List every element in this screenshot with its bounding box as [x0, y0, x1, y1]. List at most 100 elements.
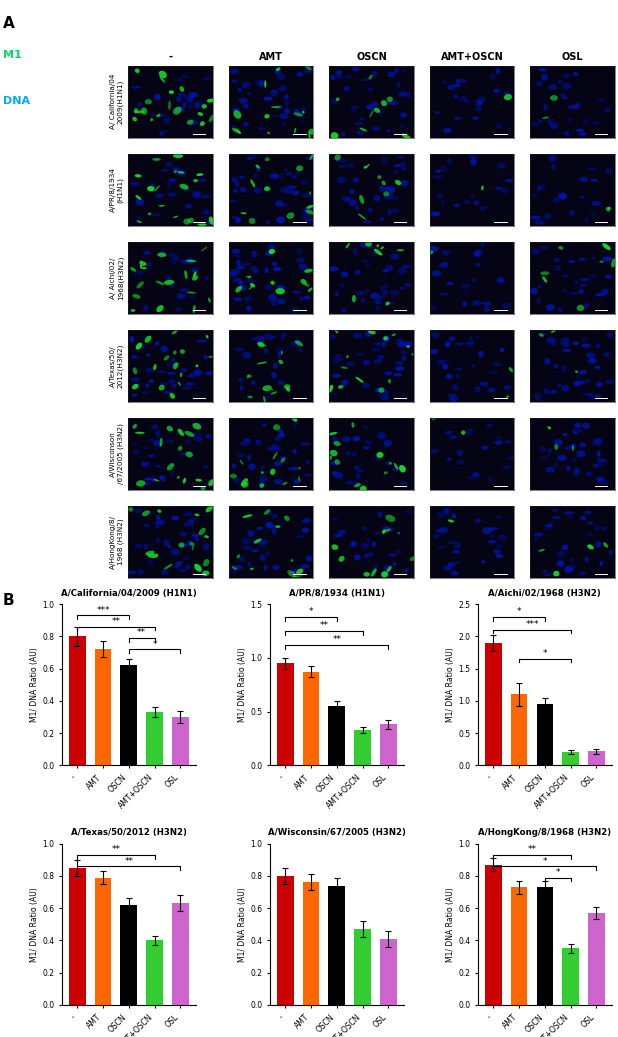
Ellipse shape [130, 181, 140, 187]
Ellipse shape [132, 423, 137, 428]
Ellipse shape [402, 134, 411, 139]
Ellipse shape [582, 338, 588, 341]
Ellipse shape [429, 251, 433, 254]
Ellipse shape [255, 440, 261, 445]
Ellipse shape [250, 179, 255, 188]
Ellipse shape [593, 464, 600, 468]
Ellipse shape [181, 93, 186, 99]
Ellipse shape [274, 436, 281, 442]
Ellipse shape [181, 260, 191, 263]
Ellipse shape [182, 75, 190, 79]
Ellipse shape [599, 561, 603, 566]
Ellipse shape [378, 355, 384, 360]
Ellipse shape [383, 336, 388, 340]
Ellipse shape [169, 178, 176, 183]
Ellipse shape [230, 474, 237, 478]
Ellipse shape [384, 528, 394, 531]
Ellipse shape [138, 569, 144, 576]
Ellipse shape [276, 347, 284, 353]
Ellipse shape [292, 175, 297, 178]
Ellipse shape [188, 104, 193, 109]
Ellipse shape [195, 513, 199, 516]
Ellipse shape [455, 342, 465, 345]
Ellipse shape [202, 570, 210, 576]
Ellipse shape [365, 289, 370, 292]
Ellipse shape [330, 450, 337, 456]
Ellipse shape [193, 179, 198, 183]
Ellipse shape [496, 437, 501, 440]
Ellipse shape [274, 479, 283, 484]
Ellipse shape [156, 514, 161, 521]
Text: B: B [3, 593, 15, 609]
Ellipse shape [368, 331, 376, 334]
Ellipse shape [356, 469, 364, 473]
Ellipse shape [384, 565, 392, 571]
Ellipse shape [279, 113, 289, 119]
Ellipse shape [363, 446, 370, 449]
Ellipse shape [551, 330, 556, 333]
Ellipse shape [375, 342, 382, 345]
Ellipse shape [355, 376, 364, 383]
Ellipse shape [596, 343, 600, 348]
Ellipse shape [462, 283, 471, 288]
Ellipse shape [300, 279, 307, 285]
Ellipse shape [486, 424, 493, 427]
Ellipse shape [332, 517, 339, 521]
Text: M1: M1 [3, 50, 22, 60]
Ellipse shape [232, 464, 236, 469]
Ellipse shape [546, 304, 554, 311]
Ellipse shape [185, 431, 195, 437]
Ellipse shape [568, 260, 575, 263]
Ellipse shape [290, 342, 300, 347]
Ellipse shape [378, 392, 386, 398]
Ellipse shape [135, 271, 143, 275]
Ellipse shape [488, 389, 496, 392]
Ellipse shape [242, 262, 250, 265]
Ellipse shape [187, 119, 193, 124]
Ellipse shape [277, 298, 286, 302]
Ellipse shape [203, 559, 210, 566]
Ellipse shape [410, 556, 416, 561]
Ellipse shape [145, 477, 152, 480]
Ellipse shape [394, 372, 402, 375]
Ellipse shape [564, 446, 572, 450]
Ellipse shape [252, 251, 257, 257]
Ellipse shape [336, 71, 342, 75]
Ellipse shape [542, 116, 549, 119]
Ellipse shape [504, 94, 512, 101]
Ellipse shape [137, 103, 143, 106]
Ellipse shape [606, 207, 610, 212]
Ellipse shape [248, 276, 252, 278]
Ellipse shape [300, 179, 308, 185]
Ellipse shape [230, 271, 237, 277]
Ellipse shape [504, 441, 512, 444]
Ellipse shape [247, 157, 252, 160]
Ellipse shape [292, 576, 302, 577]
Ellipse shape [188, 218, 194, 223]
Ellipse shape [565, 565, 574, 572]
Ellipse shape [373, 331, 376, 333]
Ellipse shape [447, 159, 452, 165]
Ellipse shape [242, 514, 253, 517]
Ellipse shape [284, 108, 290, 114]
Ellipse shape [464, 100, 469, 103]
Ellipse shape [161, 569, 168, 574]
Ellipse shape [198, 432, 202, 438]
Ellipse shape [273, 363, 277, 369]
Bar [303, 672, 320, 765]
Ellipse shape [180, 349, 185, 354]
Ellipse shape [474, 336, 480, 339]
Ellipse shape [396, 339, 404, 344]
Ellipse shape [358, 214, 366, 220]
Ellipse shape [363, 572, 370, 577]
Ellipse shape [562, 96, 567, 100]
Ellipse shape [304, 269, 313, 273]
Ellipse shape [253, 270, 258, 274]
Ellipse shape [432, 271, 441, 277]
Ellipse shape [382, 526, 389, 529]
Ellipse shape [132, 86, 141, 88]
Ellipse shape [543, 214, 551, 219]
Ellipse shape [173, 216, 178, 218]
Ellipse shape [130, 336, 134, 343]
Ellipse shape [331, 75, 335, 80]
